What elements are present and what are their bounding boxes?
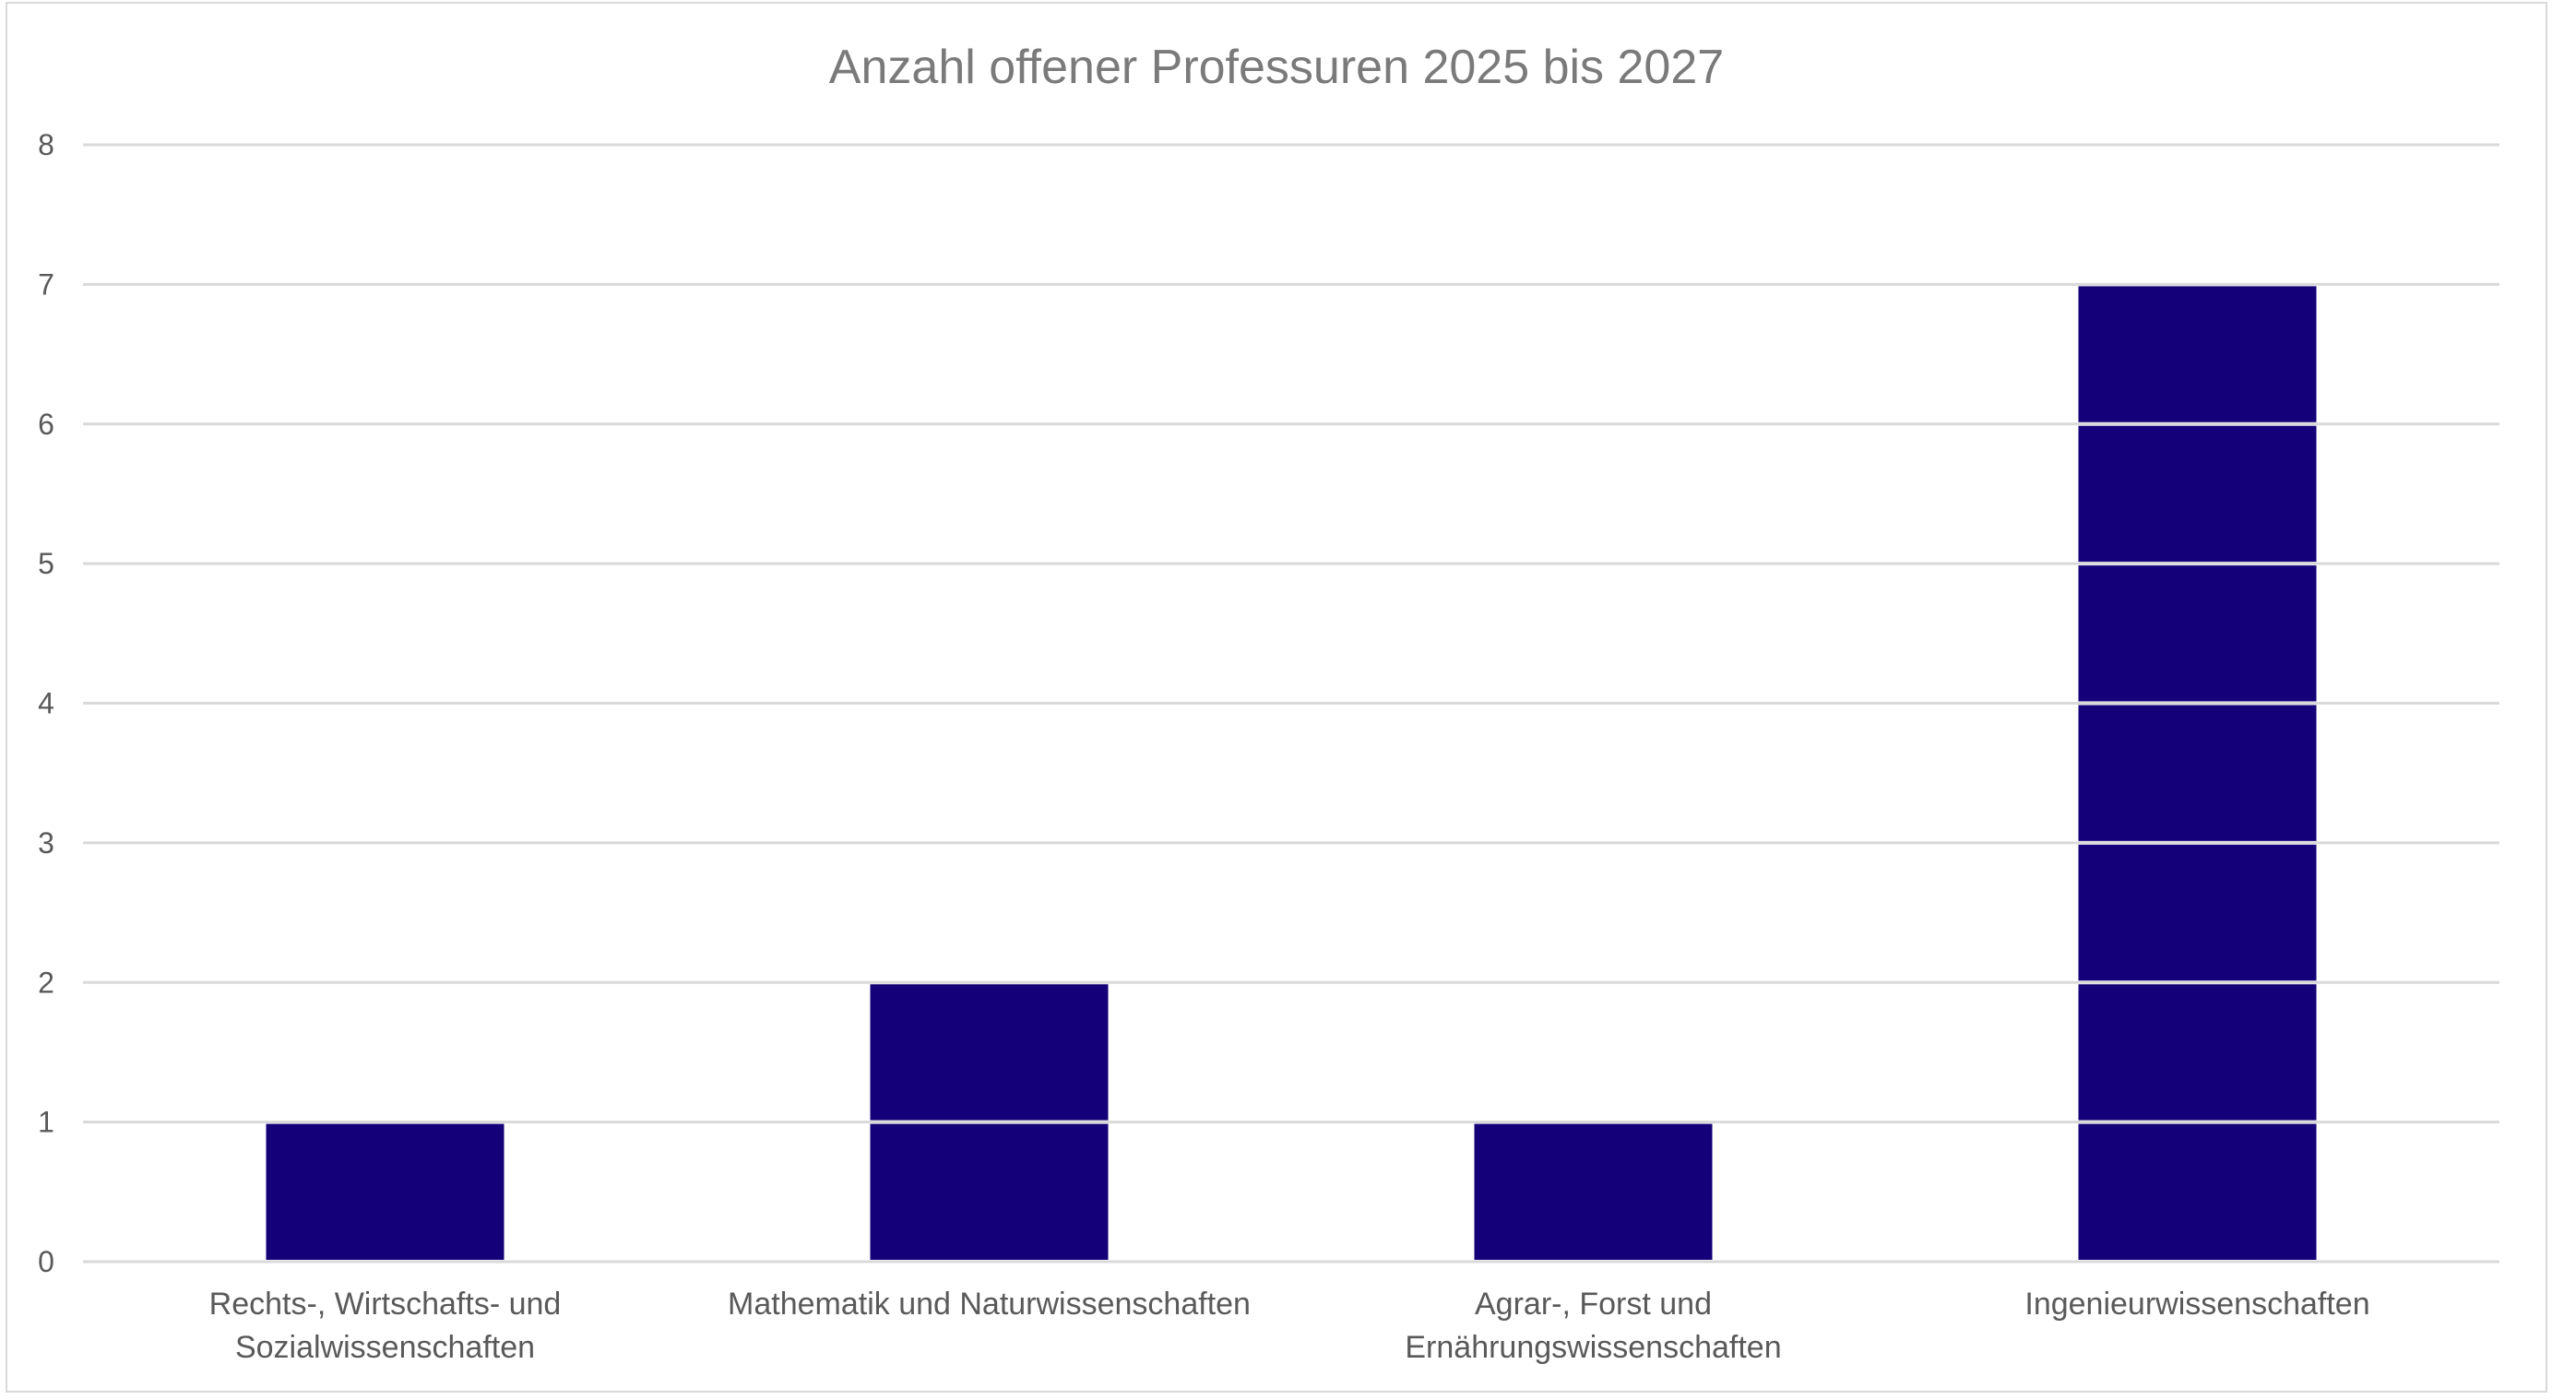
x-category-label: Sozialwissenschaften [235,1330,535,1365]
y-tick-label: 8 [38,128,54,161]
bar-segment [266,1123,505,1260]
chart-title: Anzahl offener Professuren 2025 bis 2027 [829,41,1724,94]
bars [266,286,2317,1260]
bar-segment [2078,705,2317,841]
bar [266,1123,505,1260]
bar-segment [1474,1123,1713,1260]
bar [2078,286,2317,1260]
x-category-label: Rechts-, Wirtschafts- und [209,1287,562,1322]
bar-segment [2078,565,2317,702]
bar-segment [870,1123,1109,1260]
chart-container: Anzahl offener Professuren 2025 bis 2027… [6,2,2547,1393]
x-axis-labels: Rechts-, Wirtschafts- und Sozialwissensch… [209,1287,2370,1365]
y-tick-label: 3 [38,826,54,860]
y-tick-label: 2 [38,966,54,999]
gridlines [83,143,2499,1264]
bar-segment [2078,844,2317,981]
y-tick-label: 1 [38,1106,54,1139]
bar-chart: Anzahl offener Professuren 2025 bis 2027… [38,41,2499,1365]
x-category-label: Agrar-, Forst und [1475,1287,1712,1322]
y-tick-label: 6 [38,408,54,441]
x-category-label: Mathematik und Naturwissenschaften [728,1287,1251,1322]
bar-segment [2078,1123,2317,1260]
x-category-label: Ernährungswissenschaften [1405,1330,1781,1365]
bar-segment [2078,286,2317,422]
bar-segment [2078,425,2317,563]
x-category-label: Ingenieurwissenschaften [2024,1287,2369,1322]
y-axis-ticks: 0 1 2 3 4 5 6 7 8 [38,128,54,1278]
bar [1474,1123,1713,1260]
bar-segment [870,984,1109,1121]
y-tick-label: 0 [38,1245,54,1278]
y-tick-label: 4 [38,687,54,720]
bar [870,984,1109,1260]
y-tick-label: 5 [38,547,54,580]
y-tick-label: 7 [38,267,54,301]
bar-segment [2078,984,2317,1121]
